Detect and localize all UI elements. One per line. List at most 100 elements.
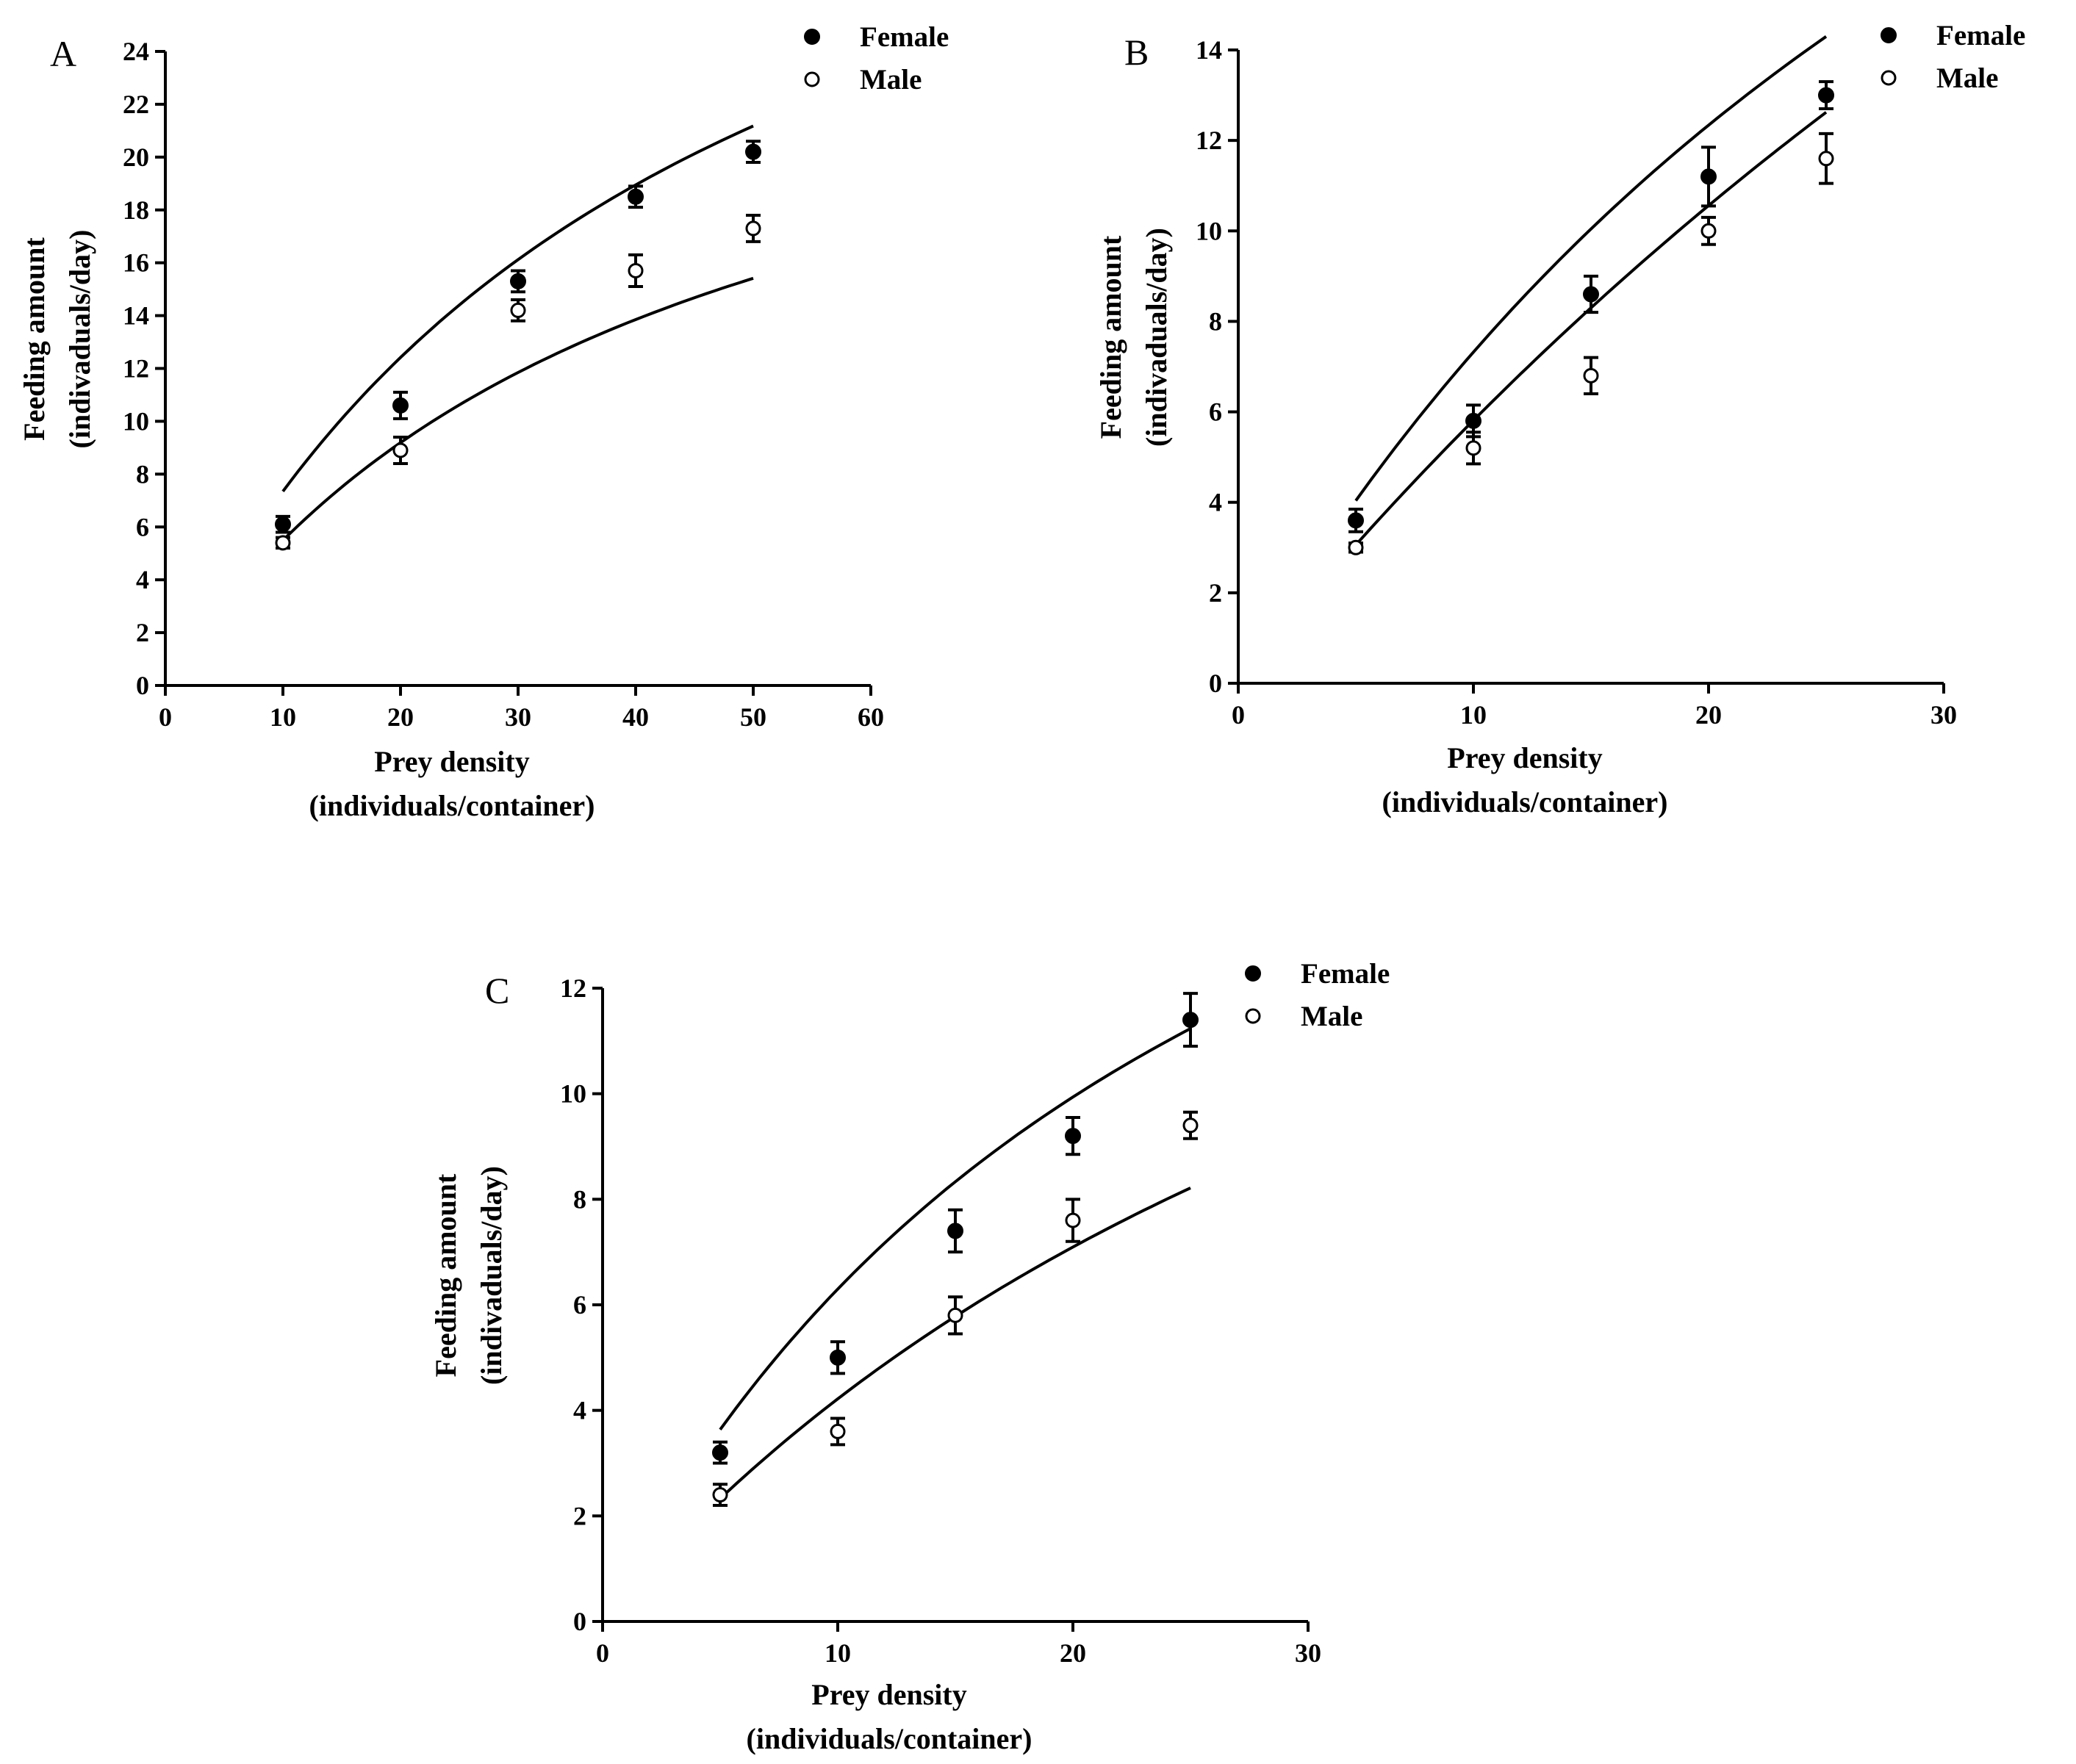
y-axis-subtitle: (indivaduals/day)	[63, 230, 96, 449]
data-point-male	[1700, 223, 1717, 239]
y-axis-subtitle: (indivaduals/day)	[1140, 228, 1173, 447]
y-tick-label: 12	[123, 354, 149, 384]
data-point-female	[947, 1223, 963, 1239]
y-tick-label: 0	[136, 671, 149, 700]
legend-label-female: Female	[860, 21, 949, 53]
data-point-female	[1348, 512, 1364, 529]
data-point-male	[1465, 440, 1481, 456]
x-tick-label: 20	[387, 702, 414, 732]
y-axis-title: Feeding amount	[429, 1173, 462, 1377]
y-tick-label: 24	[123, 37, 149, 66]
y-tick-label: 8	[136, 459, 149, 489]
legend-marker-female	[1881, 27, 1897, 43]
panel-c: C 0 10 20 30 0 2 4 6 8 10 12 Prey density (individual…	[429, 958, 1390, 1755]
fit-curve-female	[719, 1027, 1191, 1430]
y-tick-label: 2	[573, 1501, 586, 1530]
y-tick-label: 6	[136, 512, 149, 541]
x-axis-subtitle: (individuals/container)	[1382, 785, 1668, 818]
x-axis-title: Prey density	[1447, 741, 1602, 774]
legend-label-male: Male	[1936, 62, 1998, 94]
y-tick-label: 10	[1196, 216, 1222, 245]
y-axis-title: Feeding amount	[18, 237, 51, 440]
x-axis-subtitle: (individuals/container)	[747, 1722, 1032, 1755]
data-point-male	[628, 262, 644, 278]
y-tick-label: 18	[123, 195, 149, 225]
x-tick-label: 0	[596, 1638, 609, 1668]
data-point-male	[830, 1423, 846, 1439]
data-point-male	[1348, 539, 1364, 555]
x-axis-title: Prey density	[811, 1678, 966, 1711]
x-tick-label: 0	[159, 702, 172, 732]
data-point-female	[1700, 168, 1717, 185]
data-point-male	[510, 302, 526, 318]
y-tick-label: 2	[1209, 578, 1222, 608]
legend-marker-female	[804, 29, 820, 45]
data-point-female	[830, 1349, 846, 1366]
data-point-female	[745, 143, 761, 160]
y-tick-label: 22	[123, 90, 149, 119]
x-tick-label: 30	[505, 702, 531, 732]
panel-a: A0 10 20 30 40 50 60024681012141618202224Prey …	[18, 21, 949, 822]
x-tick-label: 20	[1695, 700, 1722, 730]
data-point-male	[1583, 367, 1599, 384]
y-tick-label: 2	[136, 618, 149, 647]
y-axis-subtitle: (indivaduals/day)	[475, 1166, 508, 1385]
data-point-female	[1182, 1012, 1199, 1029]
data-point-female	[1818, 87, 1834, 104]
fit-curve-female	[1354, 35, 1828, 502]
data-point-male	[745, 220, 761, 237]
data-point-male	[712, 1487, 728, 1503]
y-tick-label: 14	[1196, 35, 1222, 65]
y-tick-label: 16	[123, 248, 149, 278]
data-point-female	[510, 273, 526, 289]
x-tick-label: 30	[1295, 1638, 1321, 1668]
legend-label-female: Female	[1301, 958, 1390, 990]
fit-curve-male	[1354, 111, 1828, 546]
legend-label-male: Male	[860, 64, 922, 96]
data-point-female	[712, 1444, 728, 1461]
data-point-male	[1818, 151, 1834, 167]
x-tick-label: 10	[825, 1638, 851, 1668]
y-tick-label: 6	[573, 1290, 586, 1320]
y-tick-label: 10	[560, 1079, 586, 1109]
data-point-female	[1465, 412, 1481, 429]
data-point-male	[1065, 1212, 1081, 1228]
x-tick-label: 20	[1060, 1638, 1086, 1668]
panel-letter: A	[50, 33, 76, 74]
legend-marker-male	[1881, 70, 1897, 86]
y-tick-label: 0	[1209, 669, 1222, 698]
x-tick-label: 40	[622, 702, 649, 732]
y-tick-label: 4	[1209, 488, 1222, 517]
panel-letter: C	[485, 970, 509, 1011]
y-tick-label: 20	[123, 143, 149, 172]
y-tick-label: 12	[560, 973, 586, 1003]
legend-label-female: Female	[1936, 20, 2025, 51]
data-point-female	[628, 188, 644, 205]
legend-marker-female	[1245, 965, 1261, 982]
panel-letter: B	[1124, 32, 1149, 73]
y-tick-label: 12	[1196, 126, 1222, 155]
y-tick-label: 6	[1209, 397, 1222, 427]
data-point-male	[275, 535, 291, 551]
x-tick-label: 50	[740, 702, 766, 732]
panel-b: B 0 10 20 30 0 2 4 6 8 10 12 14 Prey density (individu…	[1094, 20, 2025, 818]
legend-marker-male	[1245, 1008, 1261, 1024]
data-point-female	[275, 516, 291, 533]
y-axis-title: Feeding amount	[1094, 235, 1127, 439]
data-point-male	[947, 1307, 963, 1323]
y-tick-label: 4	[573, 1396, 586, 1425]
y-tick-label: 10	[123, 406, 149, 436]
legend-marker-male	[804, 71, 820, 87]
data-point-male	[1182, 1117, 1199, 1134]
x-tick-label: 0	[1232, 700, 1245, 730]
data-point-female	[392, 397, 409, 414]
data-point-female	[1065, 1128, 1081, 1145]
y-tick-label: 14	[123, 301, 149, 331]
y-tick-label: 0	[573, 1607, 586, 1636]
x-tick-label: 10	[270, 702, 296, 732]
y-tick-label: 8	[1209, 306, 1222, 336]
x-axis-title: Prey density	[374, 745, 529, 778]
fit-curve-male	[281, 276, 754, 541]
x-tick-label: 10	[1460, 700, 1487, 730]
